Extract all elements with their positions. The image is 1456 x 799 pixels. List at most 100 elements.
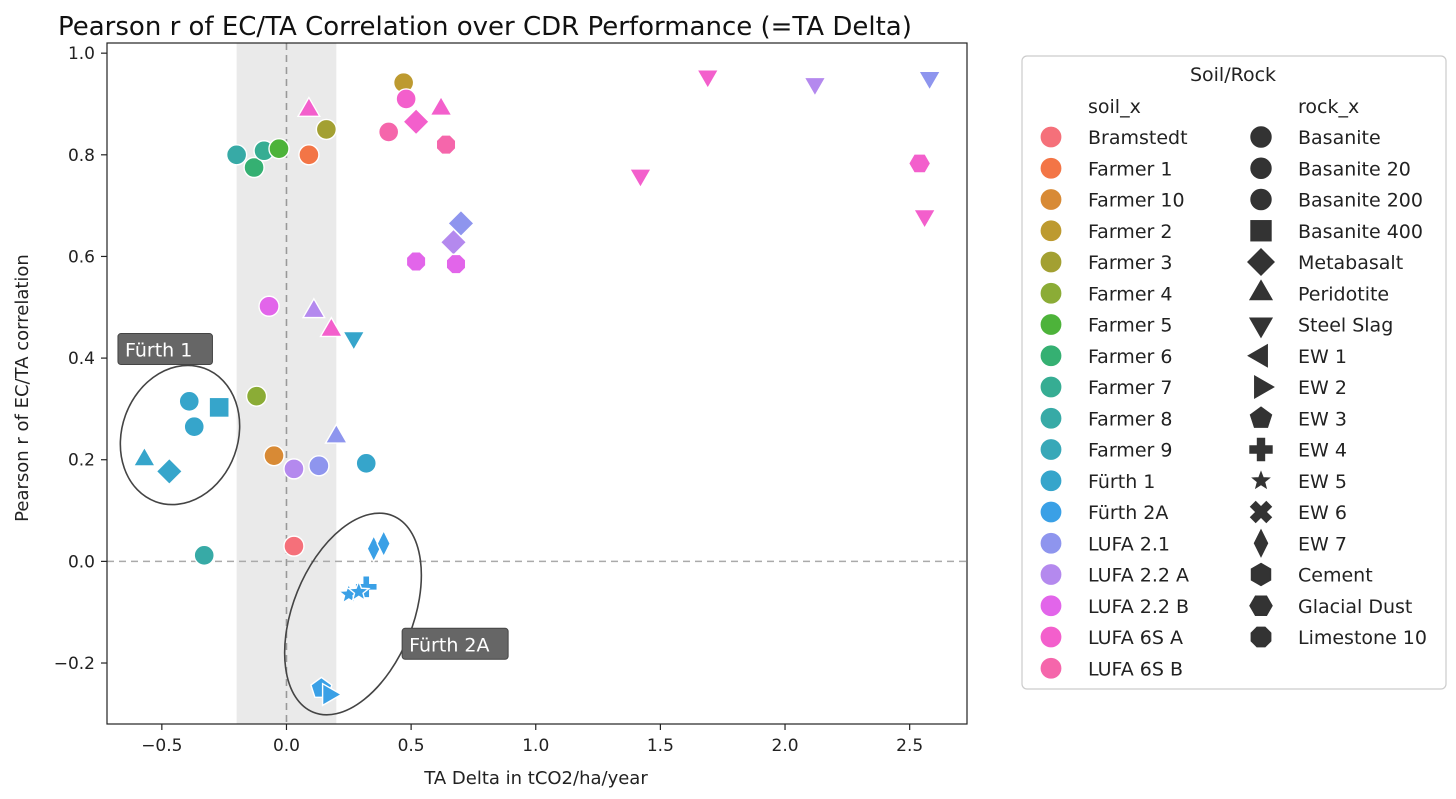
point-farmer-8-basanite (193, 544, 215, 566)
legend-rock-ew-4: EW 4 (1249, 437, 1347, 462)
legend-rock-swatch (1247, 343, 1268, 368)
legend-rock-swatch (1253, 528, 1269, 558)
legend: Soil/Rock soil_x rock_x Bramstedt Farmer … (1021, 55, 1447, 690)
legend-soil-farmer-8: Farmer 8 (1039, 406, 1172, 430)
legend-rock-label: EW 3 (1298, 408, 1347, 430)
point-lufa-2-2-b-limestone-10 (445, 253, 467, 275)
legend-soil-swatch (1039, 250, 1063, 274)
legend-rock-swatch (1250, 188, 1272, 211)
legend-soil-swatch (1039, 562, 1063, 587)
annotation-box-f-rth-1 (117, 333, 213, 366)
point-f-rth-1-basanite-400 (208, 396, 230, 419)
point-lufa-6s-a-peridotite (319, 316, 344, 338)
annotation-f-rth-1: Fürth 1 (125, 340, 192, 362)
legend-soil-farmer-9: Farmer 9 (1039, 437, 1172, 462)
x-axis-title: TA Delta in tCO2/ha/year (423, 768, 648, 789)
x-tick-label: 0.0 (273, 736, 300, 756)
annotation-f-rth-2a: Fürth 2A (409, 634, 489, 656)
point-lufa-2-2-a-steel-slag (802, 76, 827, 98)
legend-rock-ew-6: EW 6 (1249, 500, 1347, 524)
annotations: Fürth 1 Fürth 2A (117, 333, 509, 716)
legend-rock-ew-2: EW 2 (1254, 374, 1347, 400)
legend-soil-entries: Bramstedt Farmer 1 Farmer 10 Farmer 2 Farmer… (1039, 125, 1189, 680)
legend-rock-swatch (1250, 157, 1272, 179)
point-farmer-10-basanite (263, 444, 285, 467)
point-lufa-2-1-peridotite (324, 422, 349, 444)
y-tick-label: 0.6 (68, 247, 95, 267)
legend-rock-swatch (1248, 317, 1274, 339)
point-lufa-6s-a-basanite (395, 88, 417, 110)
point-lufa-6s-a-steel-slag (912, 208, 937, 230)
legend-rock-label: EW 5 (1298, 471, 1347, 493)
legend-rock-entries: Basanite Basanite 20 Basanite 200 Basanite … (1247, 126, 1427, 649)
annotation-box-f-rth-2a (401, 627, 509, 660)
legend-soil-swatch (1039, 344, 1063, 368)
legend-soil-farmer-5: Farmer 5 (1039, 312, 1172, 337)
point-farmer-8-basanite (225, 144, 248, 166)
legend-rock-swatch (1250, 220, 1272, 242)
legend-soil-f-rth-2a: Fürth 2A (1039, 500, 1168, 524)
legend-rock-ew-5: EW 5 (1251, 470, 1347, 493)
legend-rock-swatch (1249, 500, 1273, 524)
legend-soil-farmer-2: Farmer 2 (1039, 219, 1172, 243)
furth-1-cluster-ellipse (119, 364, 241, 506)
legend-soil-label: Farmer 5 (1088, 315, 1172, 337)
x-tick-label: 2.0 (772, 736, 799, 756)
legend-soil-label: LUFA 2.2 A (1088, 565, 1189, 587)
legend-rock-label: Metabasalt (1298, 252, 1403, 274)
legend-soil-swatch (1039, 656, 1063, 680)
legend-rock-basanite-200: Basanite 200 (1250, 188, 1423, 212)
point-lufa-2-2-a-metabasalt (439, 228, 468, 257)
point-lufa-2-2-a-peridotite (301, 297, 326, 319)
legend-rock-basanite-20: Basanite 20 (1250, 157, 1411, 180)
legend-soil-farmer-1: Farmer 1 (1039, 156, 1172, 180)
point-f-rth-1-basanite-20 (183, 415, 205, 438)
legend-soil-swatch (1039, 187, 1063, 212)
legend-soil-swatch (1039, 500, 1063, 524)
legend-soil-farmer-7: Farmer 7 (1039, 375, 1172, 399)
legend-frame (1021, 55, 1447, 690)
point-bramstedt-basanite (283, 535, 305, 557)
point-lufa-6s-a-glacial-dust (907, 153, 932, 174)
legend-rock-ew-3: EW 3 (1249, 406, 1347, 430)
legend-rock-label: Glacial Dust (1298, 596, 1412, 618)
legend-rock-swatch (1247, 248, 1275, 276)
legend-soil-label: Farmer 4 (1088, 283, 1172, 305)
legend-rock-peridotite: Peridotite (1248, 279, 1389, 305)
x-tick-label: −0.5 (141, 736, 182, 756)
legend-soil-swatch (1039, 406, 1063, 430)
legend-soil-swatch (1039, 125, 1063, 149)
legend-rock-glacial-dust: Glacial Dust (1249, 595, 1412, 618)
legend-soil-lufa-2-2-b: LUFA 2.2 B (1039, 594, 1189, 618)
legend-soil-label: Farmer 9 (1088, 440, 1172, 462)
legend-soil-label: Farmer 6 (1088, 346, 1172, 368)
legend-rock-label: Cement (1298, 565, 1373, 587)
point-f-rth-1-basanite (178, 390, 200, 412)
point-f-rth-1-basanite-20 (355, 452, 377, 474)
legend-soil-label: Fürth 1 (1088, 471, 1155, 493)
point-lufa-6s-b-basanite (377, 121, 400, 143)
legend-soil-swatch (1039, 594, 1063, 618)
legend-soil-lufa-6s-a: LUFA 6S A (1039, 625, 1183, 649)
legend-soil-label: LUFA 6S B (1088, 658, 1183, 680)
legend-soil-swatch (1039, 469, 1063, 493)
legend-rock-label: EW 4 (1298, 440, 1347, 462)
legend-soil-label: Farmer 7 (1088, 377, 1172, 399)
x-tick-label: 0.5 (398, 736, 425, 756)
legend-title: Soil/Rock (1190, 64, 1276, 86)
legend-rock-label: EW 6 (1298, 502, 1347, 524)
point-f-rth-2a-ew-4 (354, 575, 378, 599)
legend-soil-lufa-6s-b: LUFA 6S B (1039, 656, 1183, 680)
legend-rock-limestone-10: Limestone 10 (1250, 626, 1427, 649)
legend-soil-swatch (1039, 219, 1063, 243)
point-lufa-6s-a-peridotite (296, 96, 321, 118)
point-lufa-2-1-basanite (308, 455, 330, 477)
legend-rock-swatch (1251, 470, 1271, 490)
point-lufa-6s-a-peridotite (428, 95, 454, 117)
legend-soil-swatch (1039, 625, 1063, 649)
plot-area (106, 42, 968, 725)
legend-rock-label: Steel Slag (1298, 315, 1393, 337)
point-lufa-6s-b-limestone-10 (435, 134, 457, 156)
legend-rock-basanite: Basanite (1250, 126, 1381, 149)
legend-rock-label: Peridotite (1298, 283, 1389, 305)
